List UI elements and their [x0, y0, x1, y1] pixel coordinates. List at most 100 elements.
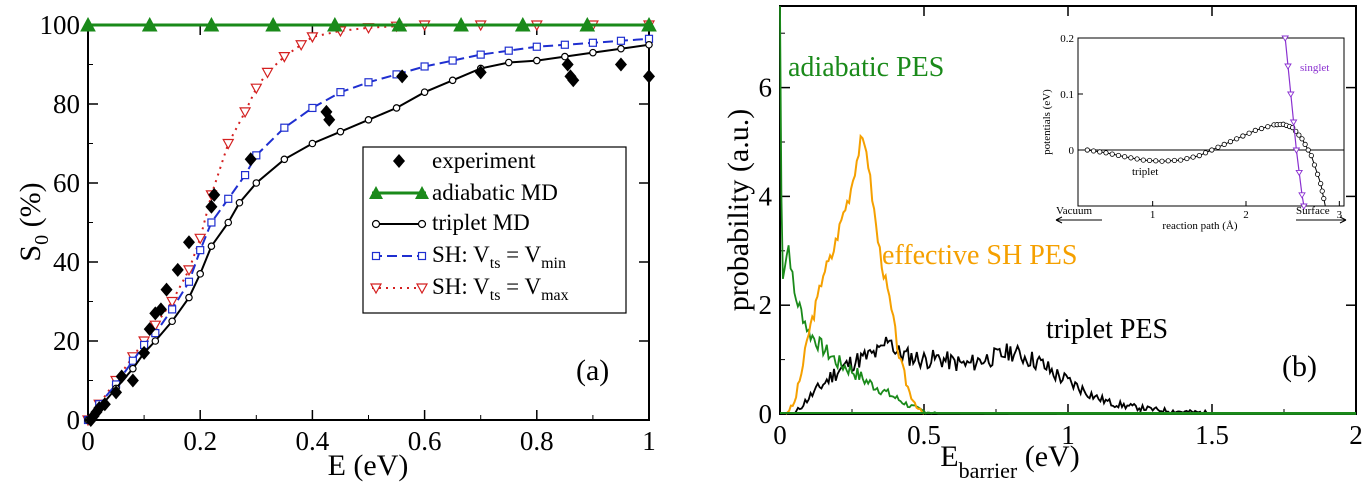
adiabatic-md-point — [327, 16, 343, 32]
sh-min-point — [420, 62, 429, 71]
inset-singlet-line — [1284, 37, 1305, 207]
inset-triplet-point — [1184, 155, 1190, 162]
panel-b-series — [779, 6, 1356, 415]
inset-triplet-point — [1299, 136, 1305, 142]
experiment-point — [614, 57, 627, 72]
x-tick-label: 0 — [773, 420, 787, 450]
experiment-point — [244, 152, 257, 167]
adiabatic-md-point — [265, 16, 281, 32]
sh-max-point — [182, 265, 195, 277]
sh-min-point — [196, 246, 205, 255]
inset-triplet-point — [1178, 157, 1184, 163]
sh-min-point — [364, 78, 373, 87]
inset-triplet-point — [1246, 130, 1252, 136]
inset-singlet-point — [1281, 35, 1289, 42]
experiment-point — [396, 69, 409, 84]
sh-min-point — [560, 40, 569, 49]
experiment-point — [115, 369, 128, 384]
sh-max-point — [149, 320, 162, 332]
inset-triplet-point — [1302, 141, 1308, 147]
inset-triplet-point — [1227, 139, 1234, 145]
legend-sh-max: SH: Vts = Vmax — [432, 274, 569, 304]
sh-min-point — [240, 171, 250, 180]
inset-y-tick-label: 0.1 — [1060, 89, 1074, 101]
experiment-point — [323, 112, 336, 127]
triplet-md-point — [589, 48, 597, 57]
x-tick-label: 0.2 — [183, 426, 217, 456]
y-tick-label: 2 — [759, 290, 773, 320]
inset-singlet-point — [1284, 63, 1292, 70]
experiment-point — [171, 262, 184, 277]
inset-triplet-point — [1202, 150, 1209, 156]
legend-adiabatic-marker — [415, 186, 429, 199]
sh-min-point — [616, 36, 626, 45]
x-tick-label: 1 — [1061, 420, 1075, 450]
legend-sh-min: SH: Vts = Vmin — [432, 242, 566, 272]
x-tick-label: 0.8 — [520, 426, 554, 456]
legend-adiabatic-marker — [369, 186, 383, 199]
y-tick-label: 20 — [53, 326, 80, 356]
x-tick-label: 0.6 — [408, 426, 442, 456]
triplet-md-point — [185, 293, 193, 302]
legend-sh-max-marker — [415, 283, 429, 295]
inset-triplet-point — [1240, 133, 1246, 139]
inset-singlet-point — [1287, 91, 1295, 98]
adiabatic-md-point — [391, 16, 408, 32]
triplet-md-point — [448, 76, 457, 85]
triplet-md-point — [235, 198, 244, 207]
y-tick-label: 60 — [53, 168, 80, 198]
triplet-md-point — [561, 52, 569, 61]
inset-triplet-point — [1190, 154, 1196, 160]
panel-a-ylabel: S0 (%) — [14, 182, 53, 261]
sh-min-point — [588, 38, 598, 47]
sh-min-point — [504, 46, 513, 55]
sh-min-point — [532, 42, 541, 51]
sh-min-point — [336, 88, 345, 97]
inset-x-tick-label: 1 — [1150, 209, 1156, 221]
x-tick-label: 1.5 — [1195, 420, 1229, 450]
inset-triplet-point — [1318, 181, 1324, 187]
inset-triplet-point — [1311, 162, 1318, 168]
inset-triplet-point — [1165, 158, 1171, 164]
inset-triplet-point — [1084, 147, 1090, 153]
sh-max-point — [194, 233, 207, 245]
inset-y-tick-label: 0.2 — [1060, 33, 1074, 45]
experiment-point — [208, 187, 221, 202]
panel-b-label: (b) — [1282, 350, 1317, 383]
inset-triplet-point — [1115, 152, 1122, 159]
inset-y-tick-label: 0 — [1069, 145, 1075, 157]
inset-plot: 0 0.1 0.2 1 2 3 potentials (eV) reaction path… — [1041, 33, 1347, 232]
inset-triplet-point — [1221, 141, 1227, 147]
sh-max-point — [239, 107, 252, 119]
panel-a: 0 0.2 0.4 0.6 0.8 1 0 20 40 60 80 100 E (eV) S0 (%)… — [14, 10, 657, 482]
inset-triplet-point — [1134, 156, 1140, 162]
sh-min-point — [448, 56, 457, 65]
panel-b-xlabel: Ebarrier (eV) — [940, 440, 1079, 483]
experiment-point — [205, 199, 218, 214]
inset-triplet-point — [1321, 195, 1327, 202]
y-tick-label: 80 — [53, 89, 80, 119]
experiment-point — [567, 73, 580, 88]
sh-max-point — [295, 40, 308, 51]
triplet-md-point — [252, 179, 261, 187]
effective-sh-pes-line — [785, 133, 925, 415]
inset-triplet-point — [1122, 154, 1128, 160]
inset-triplet-point — [1209, 147, 1215, 153]
adiabatic-md-point — [641, 16, 657, 32]
panel-a-label: (a) — [576, 354, 609, 387]
sh-max-point — [306, 32, 319, 44]
experiment-point — [138, 345, 151, 360]
legend-samples — [369, 154, 429, 295]
legend-sh-min-marker — [417, 251, 427, 261]
triplet-md-point — [168, 317, 176, 326]
triplet-md-point — [207, 242, 216, 251]
adiabatic-md-point — [141, 16, 158, 32]
experiment-point — [182, 235, 195, 250]
x-tick-label: 0.4 — [296, 426, 330, 456]
inset-triplet-point — [1196, 153, 1202, 159]
inset-triplet-point — [1103, 150, 1109, 156]
inset-singlet-point — [1298, 192, 1306, 199]
experiment-point — [110, 385, 123, 400]
x-tick-label: 0.5 — [907, 420, 941, 450]
